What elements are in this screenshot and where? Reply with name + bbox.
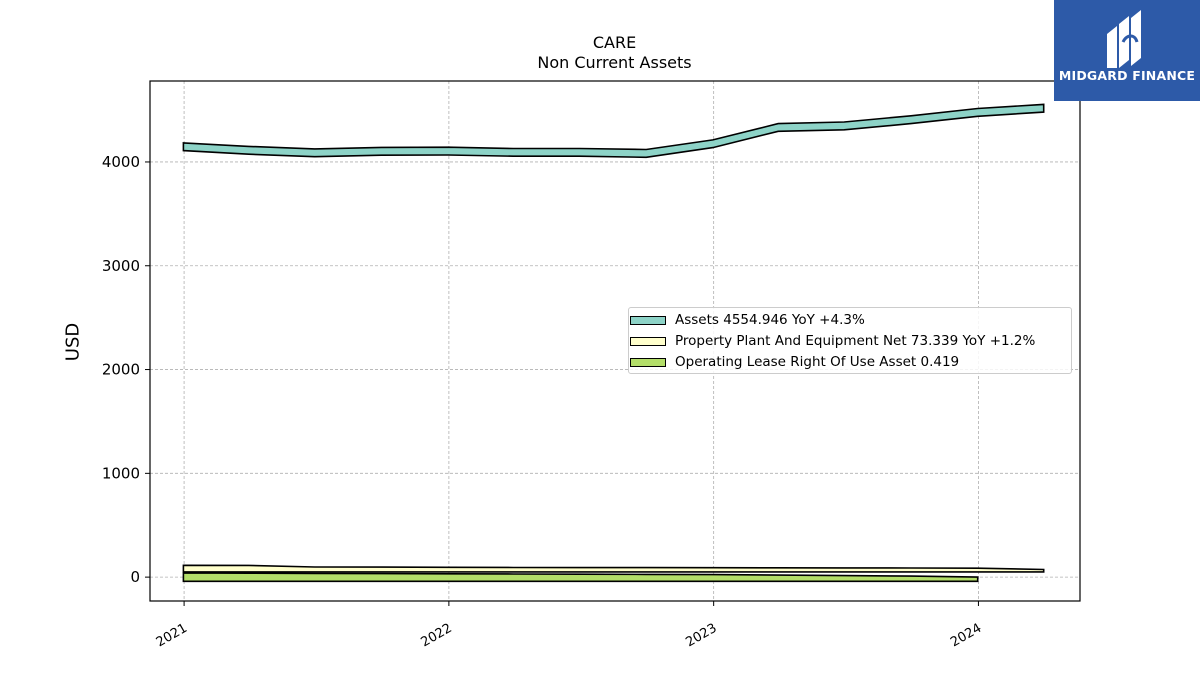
x-tick-label: 2022 <box>419 621 455 651</box>
logo-text: MIDGARD FINANCE <box>1058 68 1196 83</box>
legend-swatch-ppe <box>630 336 666 346</box>
x-tick-label: 2023 <box>683 621 719 651</box>
midgard-finance-logo: MIDGARD FINANCE <box>1054 0 1200 101</box>
series-band-operating-lease-right-of-use-asset <box>182 572 979 583</box>
legend-label-ppe: Property Plant And Equipment Net 73.339 … <box>675 333 1036 349</box>
chart-subtitle: Non Current Assets <box>537 53 692 72</box>
midgard-logo-icon <box>1107 10 1141 68</box>
legend-item-assets: Assets 4554.946 YoY +4.3% <box>629 311 865 329</box>
y-tick-label: 3000 <box>102 257 140 275</box>
legend: Assets 4554.946 YoY +4.3% Property Plant… <box>628 307 1072 374</box>
y-tick-label: 1000 <box>102 464 140 482</box>
legend-label-assets: Assets 4554.946 YoY +4.3% <box>675 312 865 328</box>
y-tick-label: 0 <box>130 568 140 586</box>
legend-item-ppe: Property Plant And Equipment Net 73.339 … <box>629 332 1035 350</box>
y-tick-label: 2000 <box>102 361 140 379</box>
legend-swatch-operating-lease <box>630 357 666 367</box>
legend-swatch-assets <box>630 315 666 325</box>
chart-title: CARE <box>592 33 637 52</box>
plot-frame <box>149 80 1081 602</box>
series-areas <box>182 103 1045 583</box>
x-tick-label: 2024 <box>948 621 984 651</box>
legend-label-operating-lease: Operating Lease Right Of Use Asset 0.419 <box>675 354 960 370</box>
y-tick-label: 4000 <box>102 153 140 171</box>
series-band-assets <box>182 103 1045 159</box>
x-tick-label: 2021 <box>154 621 190 651</box>
legend-item-operating-lease: Operating Lease Right Of Use Asset 0.419 <box>629 353 959 371</box>
series-band-property-plant-and-equipment-net <box>182 564 1045 573</box>
